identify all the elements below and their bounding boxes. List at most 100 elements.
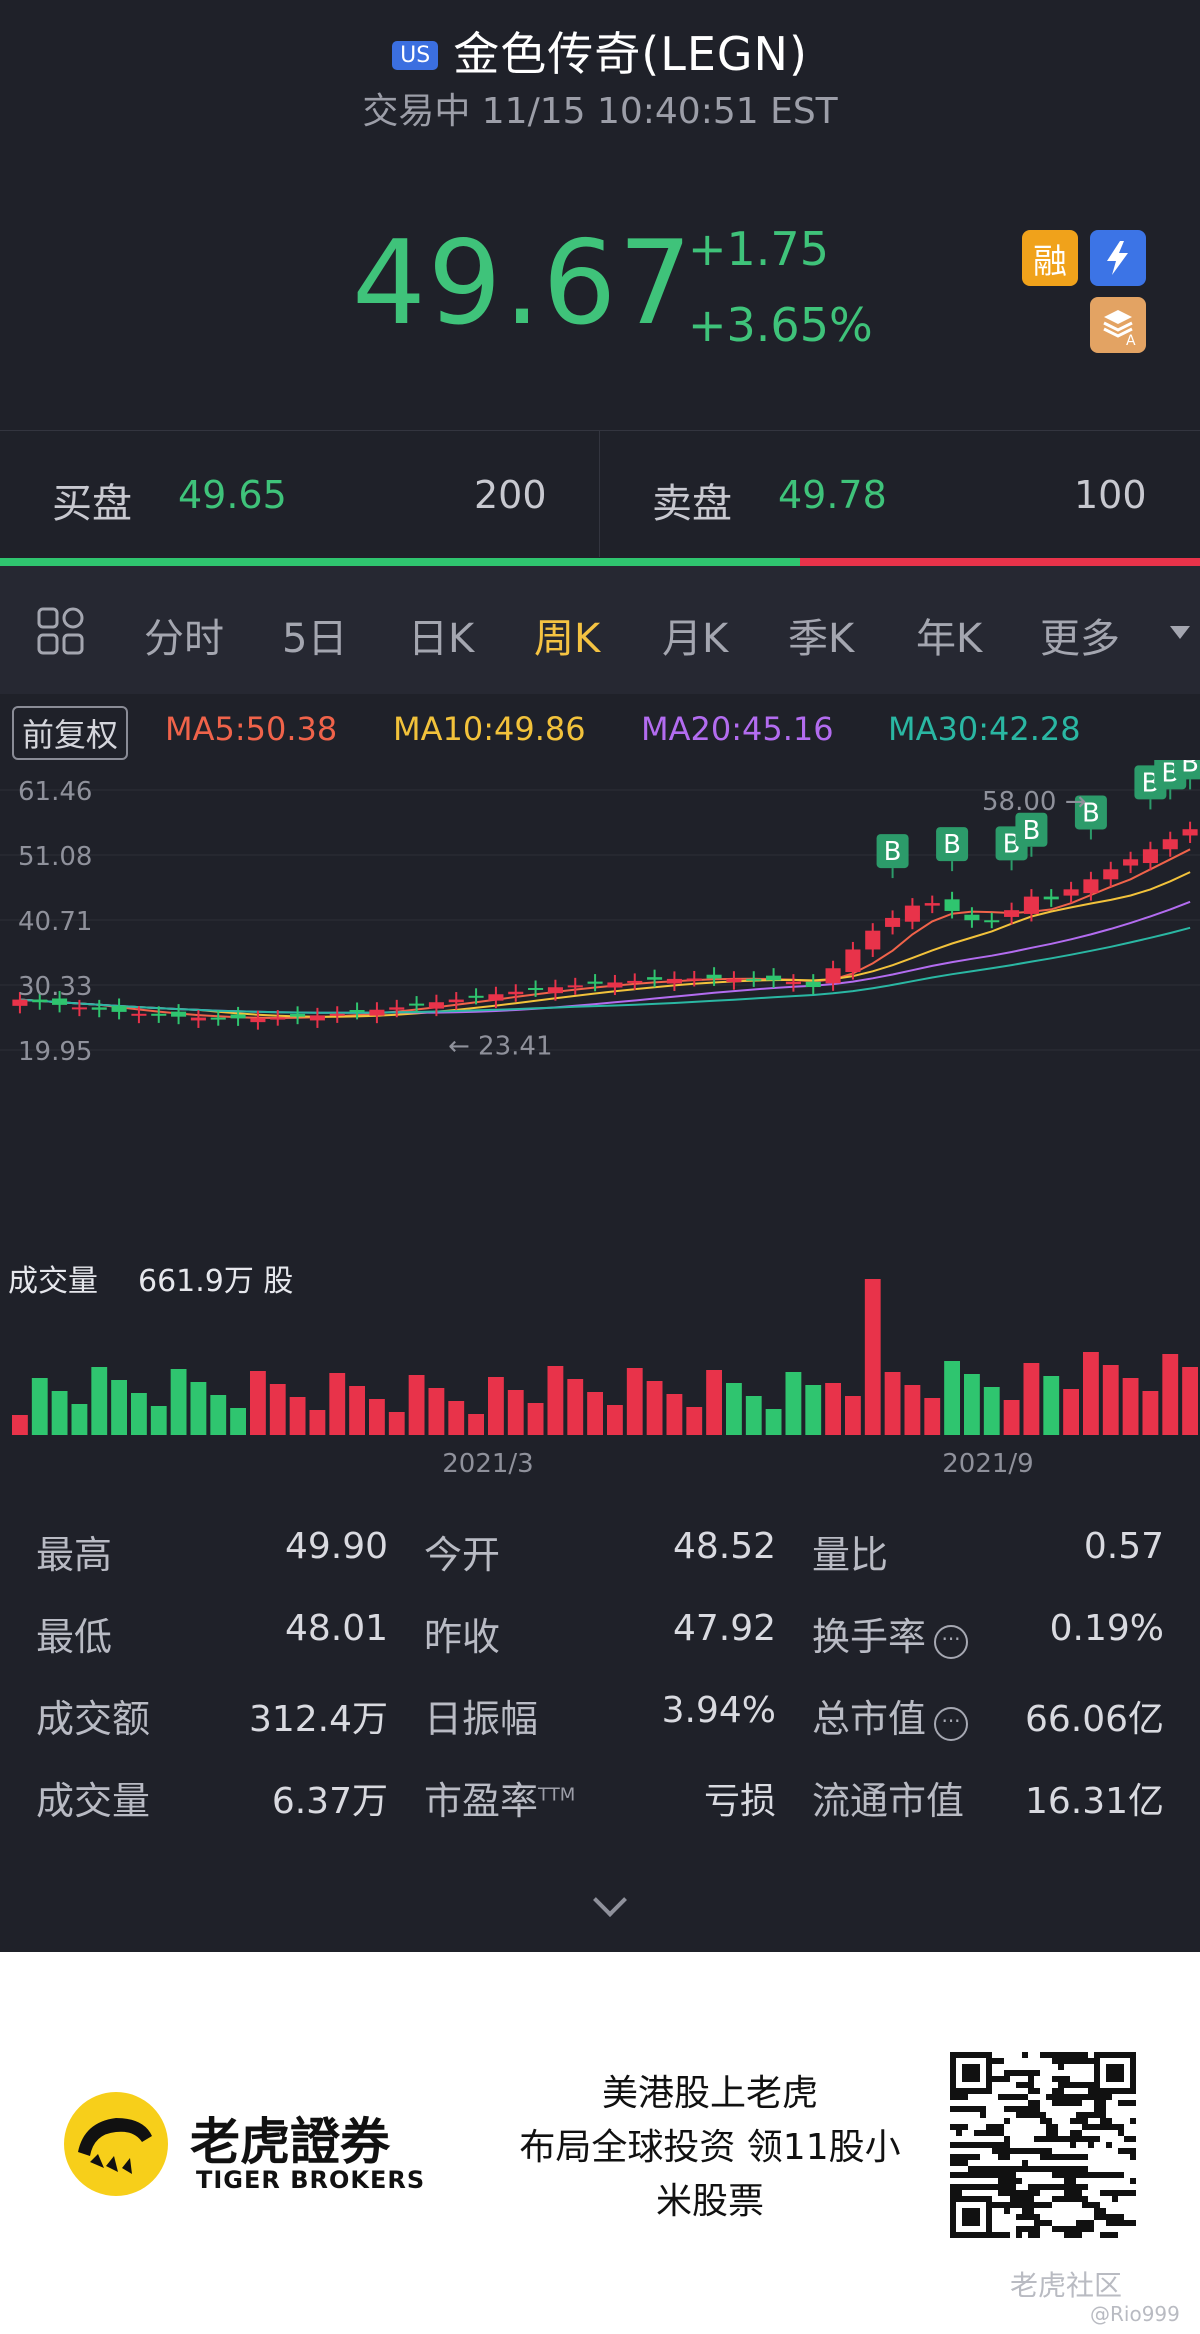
qr-module: [1130, 2100, 1136, 2106]
candle-body: [71, 1007, 87, 1010]
margin-trading-icon[interactable]: 融: [1022, 230, 1078, 286]
qr-module: [980, 2142, 986, 2148]
volume-bar: [1182, 1367, 1198, 1435]
qr-module: [1028, 2226, 1034, 2232]
volume-value: 661.9万 股: [138, 1264, 294, 1299]
qr-module: [1016, 2070, 1022, 2076]
tab-5day[interactable]: 5日: [282, 616, 348, 662]
qr-module: [1010, 2166, 1016, 2172]
qr-module: [968, 2184, 974, 2190]
qr-module: [1040, 2148, 1046, 2154]
grid-icon[interactable]: [36, 606, 86, 656]
price-adjust-button[interactable]: 前复权: [12, 706, 129, 760]
tab-yearly-k[interactable]: 年K: [916, 616, 983, 662]
volume-bar: [686, 1407, 703, 1435]
qr-module: [950, 2124, 956, 2130]
qr-module: [1070, 2154, 1076, 2160]
volume-bar: [1122, 1378, 1139, 1435]
volume-bar: [369, 1399, 385, 1435]
qr-module: [1052, 2052, 1058, 2058]
more-info-icon[interactable]: ···: [934, 1625, 969, 1659]
qr-module: [1082, 2184, 1088, 2190]
tab-monthly-k[interactable]: 月K: [662, 616, 729, 662]
qr-module: [1016, 2148, 1022, 2154]
qr-module: [1100, 2232, 1106, 2238]
qr-module: [1028, 2082, 1034, 2088]
candle-body: [32, 999, 48, 1003]
qr-module: [1118, 2130, 1124, 2136]
qr-module: [1028, 2214, 1034, 2220]
qr-module: [1076, 2172, 1082, 2178]
ask-panel[interactable]: 卖盘 49.78 100: [600, 431, 1200, 557]
stat-label-high: 最高: [36, 1533, 113, 1577]
stock-title: 金色传奇(LEGN): [453, 27, 808, 81]
qr-module: [950, 2160, 956, 2166]
caret-down-icon[interactable]: [1170, 626, 1190, 639]
lightning-icon[interactable]: [1090, 230, 1146, 286]
volume-bar: [706, 1370, 722, 1435]
volume-bar: [924, 1398, 941, 1435]
stack-icon[interactable]: A: [1090, 297, 1146, 353]
volume-bar: [666, 1394, 683, 1435]
qr-module: [1088, 2202, 1094, 2208]
bid-panel[interactable]: 买盘 49.65 200: [0, 431, 600, 557]
volume-bar: [864, 1279, 881, 1435]
ttm-superscript: TTM: [538, 1784, 576, 1806]
qr-module: [998, 2166, 1004, 2172]
qr-module: [1082, 2220, 1088, 2226]
ma20-label: MA20:45.16: [641, 710, 834, 748]
volume-bar: [111, 1380, 127, 1435]
candle-body: [686, 978, 702, 981]
volume-bar: [428, 1388, 445, 1435]
qr-module: [1052, 2124, 1058, 2130]
qr-module: [992, 2142, 998, 2148]
candle-body: [468, 995, 484, 998]
candle-body: [1103, 869, 1119, 880]
stack-icon-letter: A: [1126, 333, 1136, 347]
qr-module: [1058, 2058, 1064, 2064]
promo-line-1: 美港股上老虎: [601, 2073, 818, 2114]
qr-module: [1016, 2202, 1022, 2208]
volume-bar: [983, 1387, 1000, 1435]
qr-module: [1070, 2232, 1076, 2238]
qr-module: [986, 2184, 992, 2190]
qr-module: [1022, 2226, 1028, 2232]
signal-marker-box: [1015, 812, 1048, 847]
qr-module: [1028, 2232, 1034, 2238]
candle-body: [190, 1017, 206, 1021]
brand-name-cn: 老虎證券: [190, 2113, 390, 2171]
stat-label-open: 今开: [424, 1533, 501, 1577]
volume-bar: [805, 1385, 822, 1435]
y-axis-labels: 61.46 51.08 40.71 30.33 19.95: [18, 777, 92, 1067]
qr-module: [1004, 2208, 1010, 2214]
qr-module: [1022, 2214, 1028, 2220]
period-tabs: 分时 5日 日K 周K 月K 季K 年K 更多: [0, 566, 1200, 694]
tab-daily-k[interactable]: 日K: [408, 616, 475, 662]
tab-intraday[interactable]: 分时: [144, 616, 224, 662]
signal-marker-box: [876, 834, 909, 869]
qr-module: [1076, 2136, 1082, 2142]
qr-module: [1034, 2226, 1040, 2232]
volume-bar: [845, 1396, 861, 1435]
candle-body: [508, 991, 524, 995]
qr-module: [1022, 2094, 1028, 2100]
qr-module: [998, 2076, 1004, 2082]
tab-weekly-k[interactable]: 周K: [534, 616, 601, 662]
ma-line: [19, 926, 1191, 1014]
qr-module: [1046, 2124, 1052, 2130]
stat-label-market-cap: 总市值 ···: [812, 1688, 969, 1743]
more-info-icon[interactable]: ···: [934, 1707, 969, 1741]
tab-more[interactable]: 更多: [1040, 616, 1120, 662]
qr-module: [1070, 2130, 1076, 2136]
qr-module: [1004, 2094, 1010, 2100]
qr-module: [1028, 2100, 1034, 2106]
candle-body: [1162, 839, 1178, 850]
qr-module: [1046, 2094, 1052, 2100]
qr-module: [1058, 2226, 1064, 2232]
qr-module: [1004, 2076, 1010, 2082]
tab-quarterly-k[interactable]: 季K: [788, 616, 855, 662]
candle-body: [567, 985, 583, 988]
qr-module: [1088, 2094, 1094, 2100]
candle-body: [845, 949, 861, 973]
